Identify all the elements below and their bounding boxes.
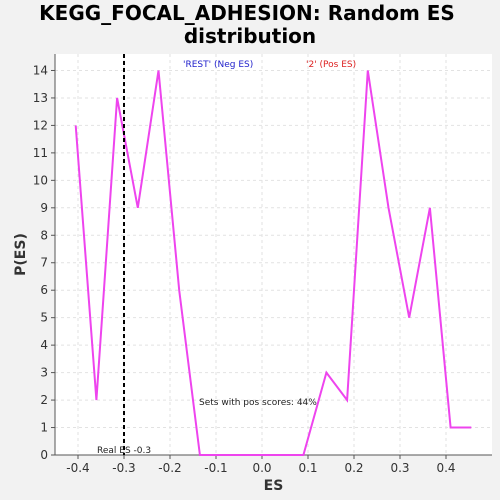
y-tick-label: 5 <box>40 311 48 325</box>
y-tick-label: 10 <box>33 173 48 187</box>
plot-area <box>55 54 492 455</box>
x-tick-label: 0.0 <box>252 461 271 475</box>
x-tick-label: 0.3 <box>390 461 409 475</box>
x-tick-label: -0.3 <box>112 461 135 475</box>
distribution-line <box>74 70 472 456</box>
x-tick-label: -0.2 <box>158 461 181 475</box>
y-tick-label: 11 <box>33 146 48 160</box>
y-axis-label: P(ES) <box>13 233 29 276</box>
x-tick-label: -0.1 <box>204 461 227 475</box>
real-es-label: Real ES -0.3 <box>97 446 151 456</box>
y-tick-label: 13 <box>33 91 48 105</box>
y-tick-label: 1 <box>40 421 48 435</box>
y-tick-label: 12 <box>33 118 48 132</box>
axes: -0.4 -0.3 -0.2 -0.1 0.0 0.1 0.2 0.3 0.4012345678… <box>33 54 492 475</box>
pos-scores-annotation: Sets with pos scores: 44% <box>199 398 317 408</box>
y-tick-label: 2 <box>40 393 48 407</box>
x-axis-label: ES <box>264 478 284 494</box>
legend-entry-pos: '2' (Pos ES) <box>306 60 356 70</box>
series <box>74 70 472 456</box>
chart-title-line-2: distribution <box>184 24 316 48</box>
y-tick-label: 14 <box>33 63 48 77</box>
y-tick-label: 0 <box>40 448 48 462</box>
x-tick-label: 0.2 <box>344 461 363 475</box>
legend-entry-neg: 'REST' (Neg ES) <box>183 60 253 70</box>
chart-title-line-1: KEGG_FOCAL_ADHESION: Random ES <box>39 1 455 25</box>
x-tick-label: 0.1 <box>298 461 317 475</box>
y-tick-label: 7 <box>40 256 48 270</box>
y-tick-label: 9 <box>40 201 48 215</box>
y-tick-label: 4 <box>40 338 48 352</box>
reference-line-group: Real ES -0.3 <box>97 54 151 456</box>
y-tick-label: 6 <box>40 283 48 297</box>
y-tick-label: 3 <box>40 366 48 380</box>
x-tick-label: 0.4 <box>436 461 455 475</box>
y-tick-label: 8 <box>40 228 48 242</box>
x-tick-label: -0.4 <box>66 461 89 475</box>
